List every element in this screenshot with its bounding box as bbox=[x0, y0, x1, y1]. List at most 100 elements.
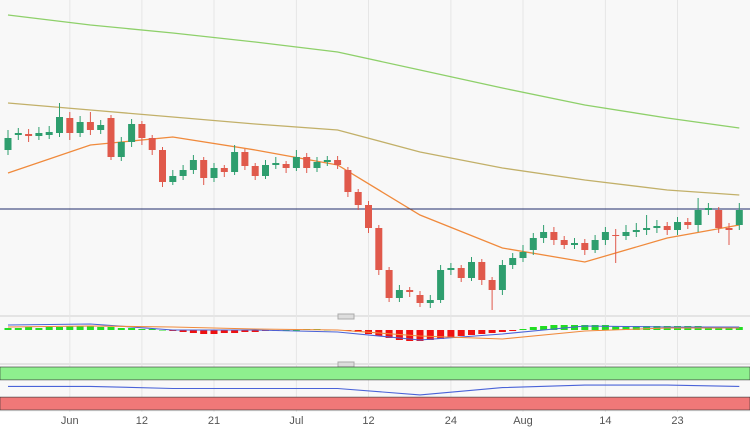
candle-body bbox=[468, 262, 475, 278]
candle-body bbox=[241, 152, 249, 166]
candle-body bbox=[674, 222, 681, 230]
candle-body bbox=[344, 170, 352, 192]
candle-body bbox=[14, 133, 22, 135]
candle-body bbox=[385, 270, 393, 298]
candle-body bbox=[457, 268, 465, 278]
macd-bar bbox=[76, 326, 84, 330]
candle-body bbox=[251, 166, 259, 176]
candle-body bbox=[272, 163, 280, 165]
macd-bar bbox=[468, 330, 475, 335]
candle-body bbox=[498, 265, 506, 290]
macd-bar bbox=[612, 326, 620, 330]
macd-bar bbox=[148, 329, 156, 330]
candle-body bbox=[35, 133, 43, 136]
candle-body bbox=[684, 222, 692, 225]
candle-body bbox=[560, 240, 568, 245]
candle-body bbox=[117, 142, 125, 157]
macd-line bbox=[7, 325, 740, 340]
macd-bar bbox=[107, 327, 115, 330]
candle-body bbox=[612, 235, 620, 236]
candle-body bbox=[632, 230, 640, 232]
candle-body bbox=[375, 228, 383, 270]
candle-body bbox=[179, 170, 187, 176]
macd-bar bbox=[200, 330, 208, 334]
candle-body bbox=[220, 168, 228, 172]
macd-bar bbox=[231, 330, 239, 333]
x-tick-label: Jul bbox=[289, 415, 303, 427]
macd-bar bbox=[437, 330, 445, 339]
candle-body bbox=[437, 270, 445, 300]
macd-bar bbox=[14, 328, 22, 330]
candle-body bbox=[406, 290, 414, 292]
candle-body bbox=[189, 160, 197, 170]
macd-bar bbox=[292, 330, 300, 331]
macd-bar bbox=[128, 328, 136, 330]
moving-average bbox=[7, 14, 740, 129]
macd-bar bbox=[529, 327, 537, 330]
oscillator-line bbox=[8, 384, 740, 396]
macd-bar bbox=[189, 330, 197, 333]
candle-body bbox=[76, 122, 84, 133]
candle-body bbox=[365, 205, 372, 228]
candle-body bbox=[571, 243, 578, 245]
macd-bar bbox=[519, 329, 527, 330]
candle-body bbox=[622, 232, 630, 236]
candle-body bbox=[66, 118, 74, 133]
macd-bar bbox=[509, 330, 517, 331]
candle-body bbox=[210, 168, 218, 178]
candle-body bbox=[262, 165, 269, 176]
candle-body bbox=[138, 124, 146, 138]
candle-body bbox=[354, 192, 362, 205]
candle-body bbox=[292, 157, 300, 168]
macd-bar bbox=[251, 330, 259, 332]
macd-bar bbox=[457, 330, 465, 336]
macd-bar bbox=[426, 330, 434, 340]
x-tick-label: 14 bbox=[599, 415, 611, 427]
plot-background bbox=[0, 0, 750, 412]
candle-body bbox=[200, 160, 208, 178]
candle-body bbox=[447, 268, 455, 270]
candle-body bbox=[231, 152, 239, 172]
candle-body bbox=[282, 164, 290, 168]
candle-body bbox=[591, 240, 599, 250]
macd-bar bbox=[540, 326, 548, 330]
candle-body bbox=[416, 295, 424, 303]
macd-bar bbox=[581, 325, 589, 330]
macd-bar bbox=[220, 330, 228, 333]
candle-body bbox=[694, 210, 702, 225]
candle-body bbox=[426, 300, 434, 303]
candle-body bbox=[303, 157, 311, 168]
macd-bar bbox=[643, 326, 651, 330]
candle-body bbox=[4, 138, 12, 150]
macd-bar bbox=[4, 328, 12, 330]
candle-body bbox=[323, 160, 331, 162]
candle-body bbox=[529, 238, 537, 250]
macd-bar bbox=[159, 330, 166, 331]
macd-bar bbox=[550, 325, 558, 330]
candle-body bbox=[169, 176, 177, 182]
x-tick-label: Aug bbox=[513, 415, 533, 427]
macd-bar bbox=[97, 327, 105, 330]
macd-bar bbox=[210, 330, 218, 334]
candle-body bbox=[581, 243, 589, 250]
candle-body bbox=[735, 210, 743, 225]
macd-bar bbox=[622, 326, 630, 330]
candle-body bbox=[519, 252, 527, 258]
candle-body bbox=[601, 232, 609, 240]
macd-bar bbox=[138, 329, 146, 330]
candle-body bbox=[313, 162, 321, 168]
macd-bar bbox=[86, 326, 94, 330]
macd-bar bbox=[447, 330, 455, 338]
candle-body bbox=[653, 226, 661, 228]
macd-bar bbox=[66, 326, 74, 330]
macd-bar bbox=[478, 330, 486, 334]
resize-handle[interactable] bbox=[337, 313, 355, 320]
macd-bar bbox=[632, 326, 640, 330]
x-tick-label: 24 bbox=[445, 415, 457, 427]
macd-bar bbox=[35, 328, 43, 330]
resize-handle[interactable] bbox=[337, 361, 355, 368]
candle-body bbox=[25, 134, 33, 136]
macd-bar bbox=[179, 330, 187, 332]
